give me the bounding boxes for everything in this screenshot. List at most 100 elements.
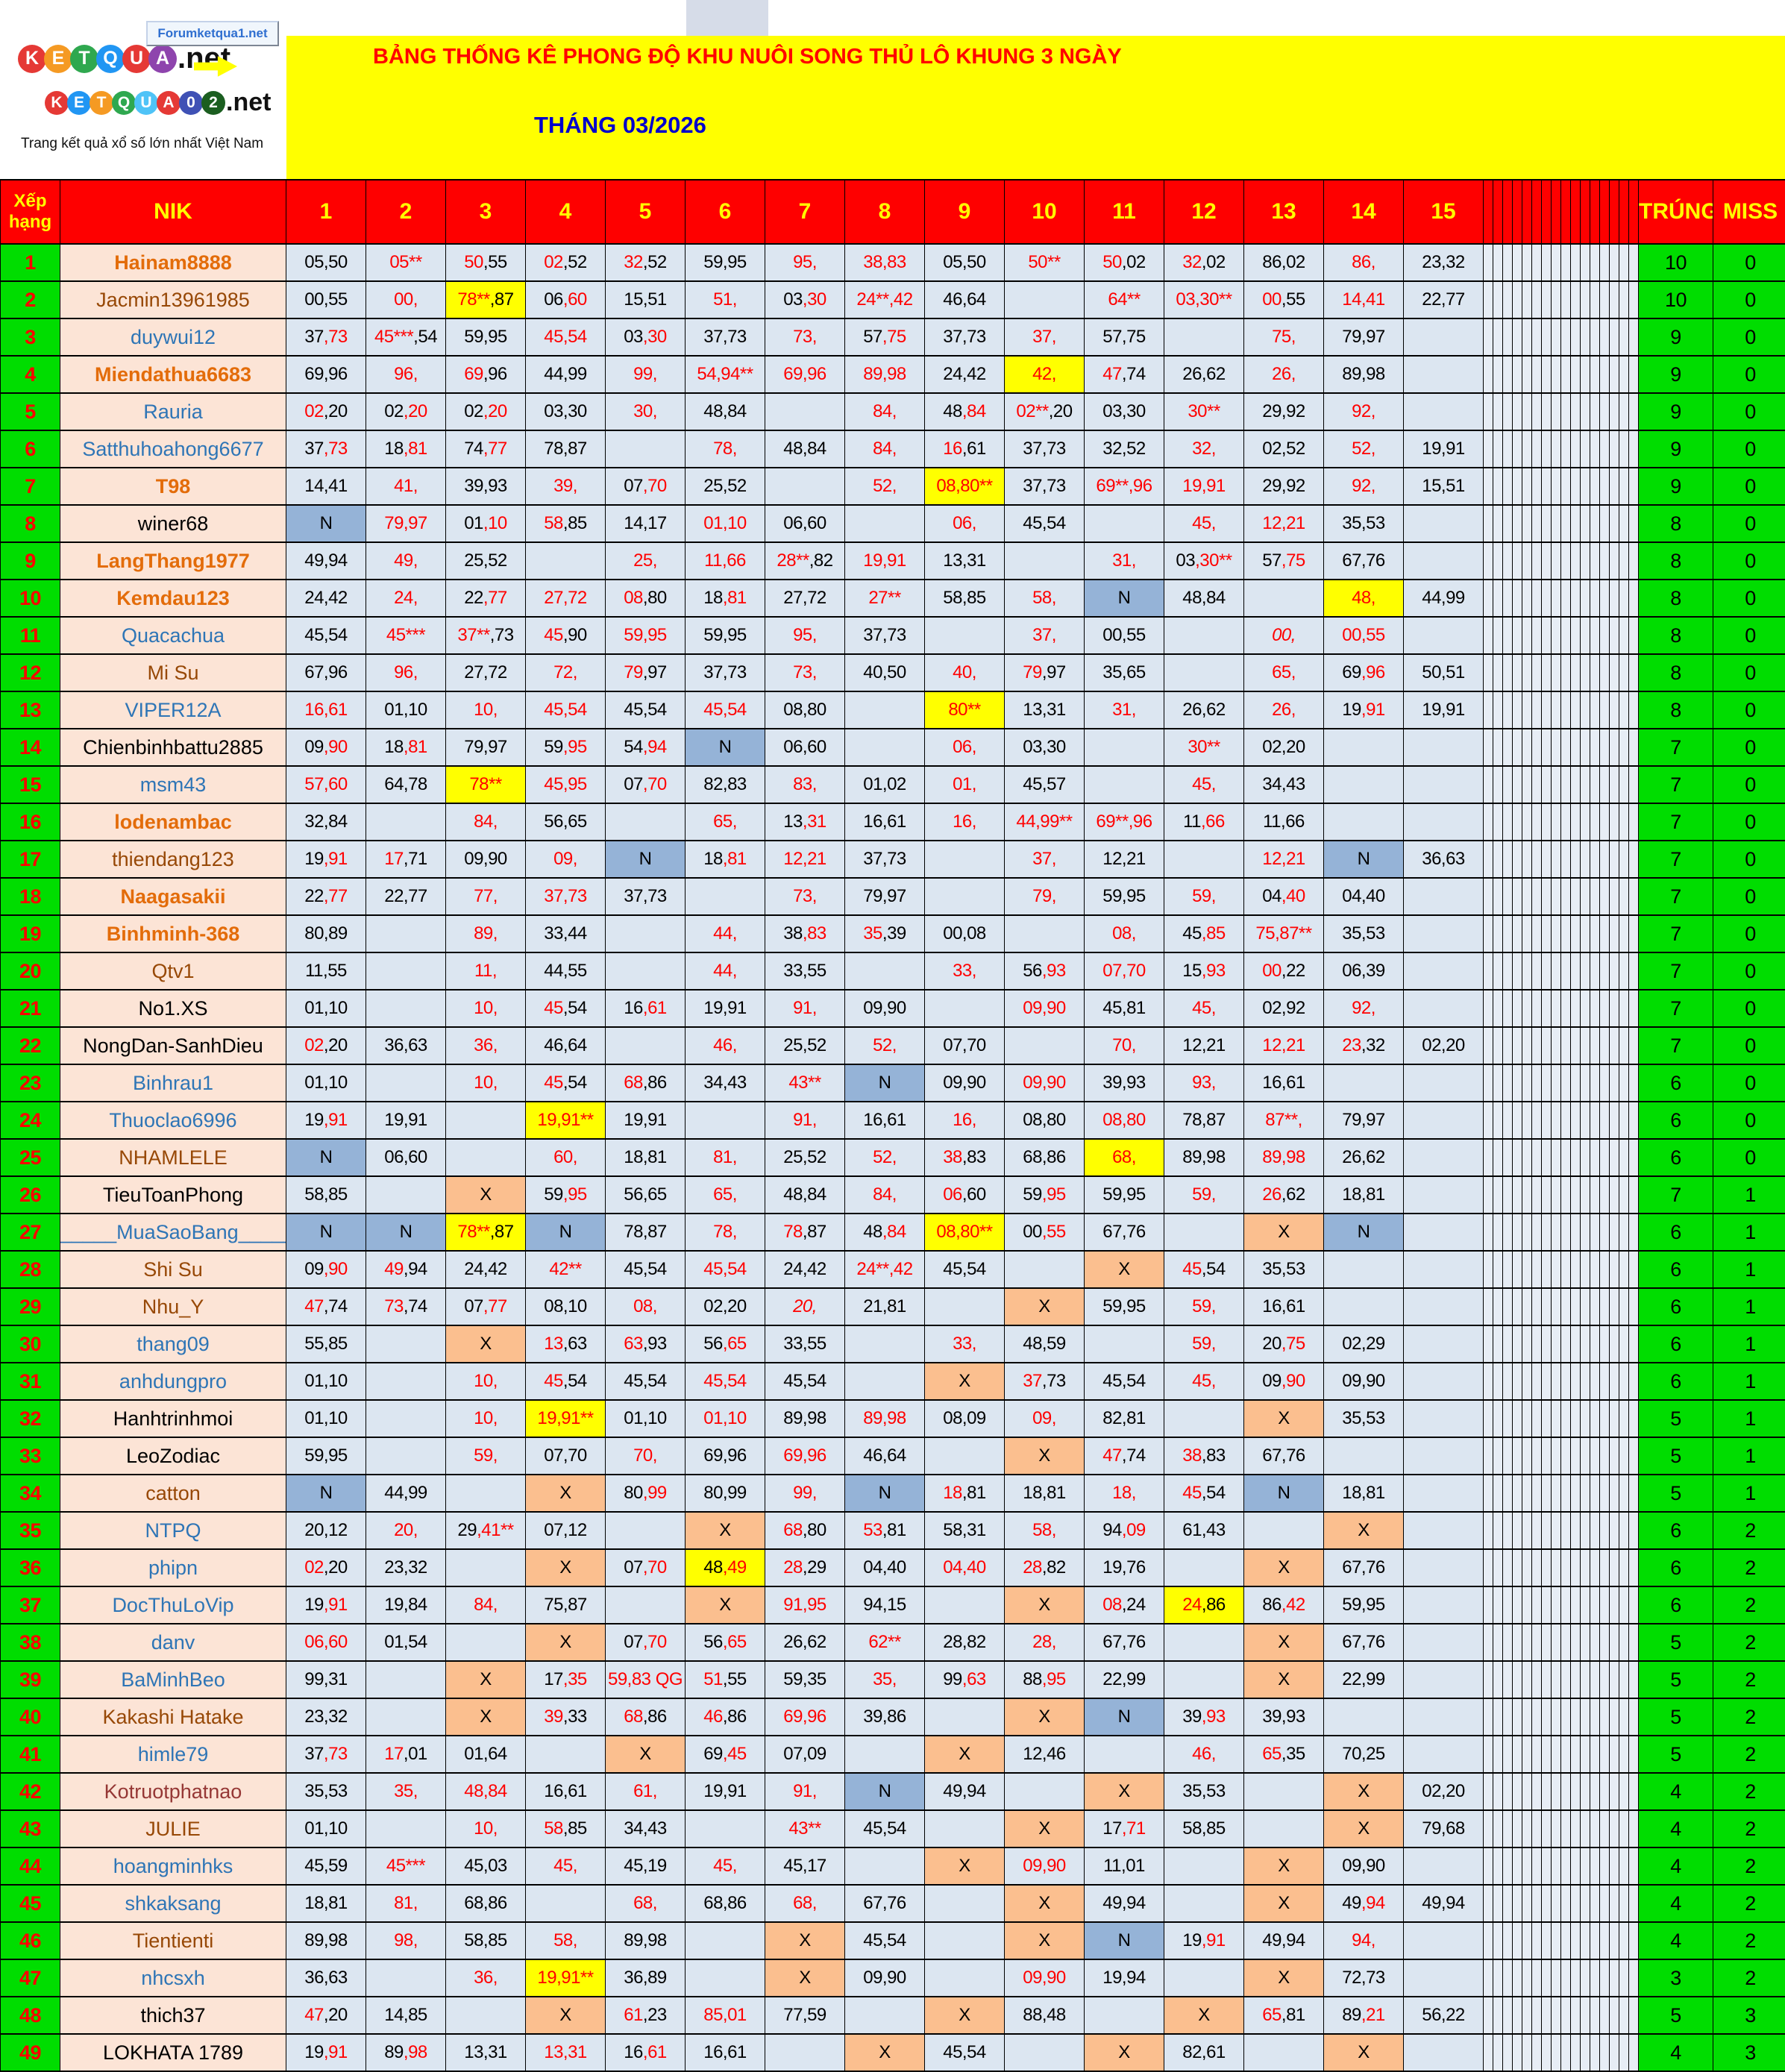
player-nick[interactable]: shkaksang xyxy=(60,1885,286,1922)
narrow-cell xyxy=(1532,617,1542,654)
narrow-cell xyxy=(1600,1698,1610,1736)
data-cell: 49,94 xyxy=(925,1773,1005,1810)
narrow-cell xyxy=(1610,691,1619,729)
data-cell: 59,95 xyxy=(1005,1176,1085,1214)
narrow-cell xyxy=(1561,1736,1571,1773)
data-cell: 02,52 xyxy=(1244,430,1324,468)
player-nick[interactable]: anhdungpro xyxy=(60,1363,286,1400)
narrow-cell xyxy=(1610,1027,1619,1064)
data-cell: 68,86 xyxy=(446,1885,526,1922)
narrow-cell xyxy=(1532,244,1542,281)
data-cell: 56,22 xyxy=(1404,1997,1484,2034)
data-cell: 94, xyxy=(1324,1922,1404,1959)
narrow-cell xyxy=(1610,468,1619,505)
data-cell xyxy=(1085,729,1164,766)
data-cell: 12,21 xyxy=(1085,841,1164,878)
narrow-cell xyxy=(1513,952,1522,990)
player-nick[interactable]: danv xyxy=(60,1624,286,1661)
narrow-cell xyxy=(1629,1661,1639,1698)
forum-badge[interactable]: Forumketqua1.net xyxy=(146,21,279,46)
narrow-cell xyxy=(1484,2034,1493,2071)
data-cell: 00,22 xyxy=(1244,952,1324,990)
data-cell xyxy=(366,803,446,841)
logo-tagline: Trang kết quả xổ số lớn nhất Việt Nam xyxy=(21,136,263,152)
data-cell: 61,23 xyxy=(606,1997,686,2034)
data-cell: 20, xyxy=(366,1512,446,1549)
narrow-cell xyxy=(1552,952,1561,990)
narrow-cell xyxy=(1590,1064,1600,1102)
narrow-cell xyxy=(1600,1736,1610,1773)
player-nick[interactable]: NTPQ xyxy=(60,1512,286,1549)
data-cell: 62** xyxy=(845,1624,925,1661)
data-cell: 59, xyxy=(446,1437,526,1475)
data-cell: 68,86 xyxy=(1005,1139,1085,1176)
narrow-cell xyxy=(1561,1214,1571,1251)
narrow-cell xyxy=(1542,580,1552,617)
data-cell: X xyxy=(1164,1997,1244,2034)
narrow-cell xyxy=(1522,1027,1532,1064)
rank-cell: 14 xyxy=(1,729,60,766)
narrow-cell xyxy=(1493,1027,1503,1064)
data-cell: 01,10 xyxy=(286,1810,366,1847)
narrow-cell xyxy=(1581,1847,1590,1885)
player-nick[interactable]: _____MuaSaoBang_____ xyxy=(60,1214,286,1251)
narrow-cell xyxy=(1484,1027,1493,1064)
player-nick[interactable]: phipn xyxy=(60,1549,286,1586)
narrow-cell xyxy=(1503,318,1513,356)
player-nick[interactable]: Quacachua xyxy=(60,617,286,654)
rank-cell: 26 xyxy=(1,1176,60,1214)
data-cell: 42, xyxy=(1005,356,1085,393)
player-nick[interactable]: Rauria xyxy=(60,393,286,430)
data-cell: 91, xyxy=(765,1773,845,1810)
rank-cell: 48 xyxy=(1,1997,60,2034)
player-nick[interactable]: BaMinhBeo xyxy=(60,1661,286,1698)
narrow-cell xyxy=(1600,990,1610,1027)
player-nick[interactable]: thang09 xyxy=(60,1325,286,1363)
data-cell: 69,45 xyxy=(686,1736,765,1773)
data-cell: 96, xyxy=(366,654,446,691)
narrow-cell xyxy=(1610,1736,1619,1773)
data-cell: 01,10 xyxy=(286,1400,366,1437)
player-nick[interactable]: duywui12 xyxy=(60,318,286,356)
player-nick[interactable]: nhcsxh xyxy=(60,1959,286,1997)
trung-cell: 8 xyxy=(1639,617,1713,654)
data-cell: 59, xyxy=(1164,1176,1244,1214)
player-nick[interactable]: himle79 xyxy=(60,1736,286,1773)
data-cell: 02,20 xyxy=(686,1288,765,1325)
data-cell: 69**,96 xyxy=(1085,803,1164,841)
player-nick[interactable]: Satthuhoahong6677 xyxy=(60,430,286,468)
narrow-cell xyxy=(1503,1102,1513,1139)
data-cell: X xyxy=(1244,1624,1324,1661)
player-nick: catton xyxy=(60,1475,286,1512)
data-cell: 11,66 xyxy=(1164,803,1244,841)
data-cell: 17,71 xyxy=(366,841,446,878)
data-cell xyxy=(1164,318,1244,356)
narrow-cell xyxy=(1522,1586,1532,1624)
data-cell: 16,61 xyxy=(606,2034,686,2071)
player-nick[interactable]: Thuoclao6996 xyxy=(60,1102,286,1139)
player-nick[interactable]: DocThuLoVip xyxy=(60,1586,286,1624)
player-nick[interactable]: hoangminhks xyxy=(60,1847,286,1885)
data-cell: 37, xyxy=(1005,318,1085,356)
player-nick[interactable]: Binhrau1 xyxy=(60,1064,286,1102)
player-nick[interactable]: VIPER12A xyxy=(60,691,286,729)
narrow-cell xyxy=(1581,691,1590,729)
narrow-cell xyxy=(1561,1810,1571,1847)
narrow-cell xyxy=(1590,1847,1600,1885)
data-cell: 18,81 xyxy=(366,430,446,468)
narrow-cell xyxy=(1493,1847,1503,1885)
narrow-cell xyxy=(1552,1959,1561,1997)
data-cell xyxy=(925,990,1005,1027)
data-cell: 69,96 xyxy=(765,1698,845,1736)
narrow-cell xyxy=(1610,281,1619,318)
data-cell: 06,39 xyxy=(1324,952,1404,990)
data-cell: 17,71 xyxy=(1085,1810,1164,1847)
data-cell: X xyxy=(845,2034,925,2071)
data-cell xyxy=(1404,1102,1484,1139)
data-cell: 24,42 xyxy=(446,1251,526,1288)
narrow-cell xyxy=(1561,803,1571,841)
player-nick[interactable]: msm43 xyxy=(60,766,286,803)
